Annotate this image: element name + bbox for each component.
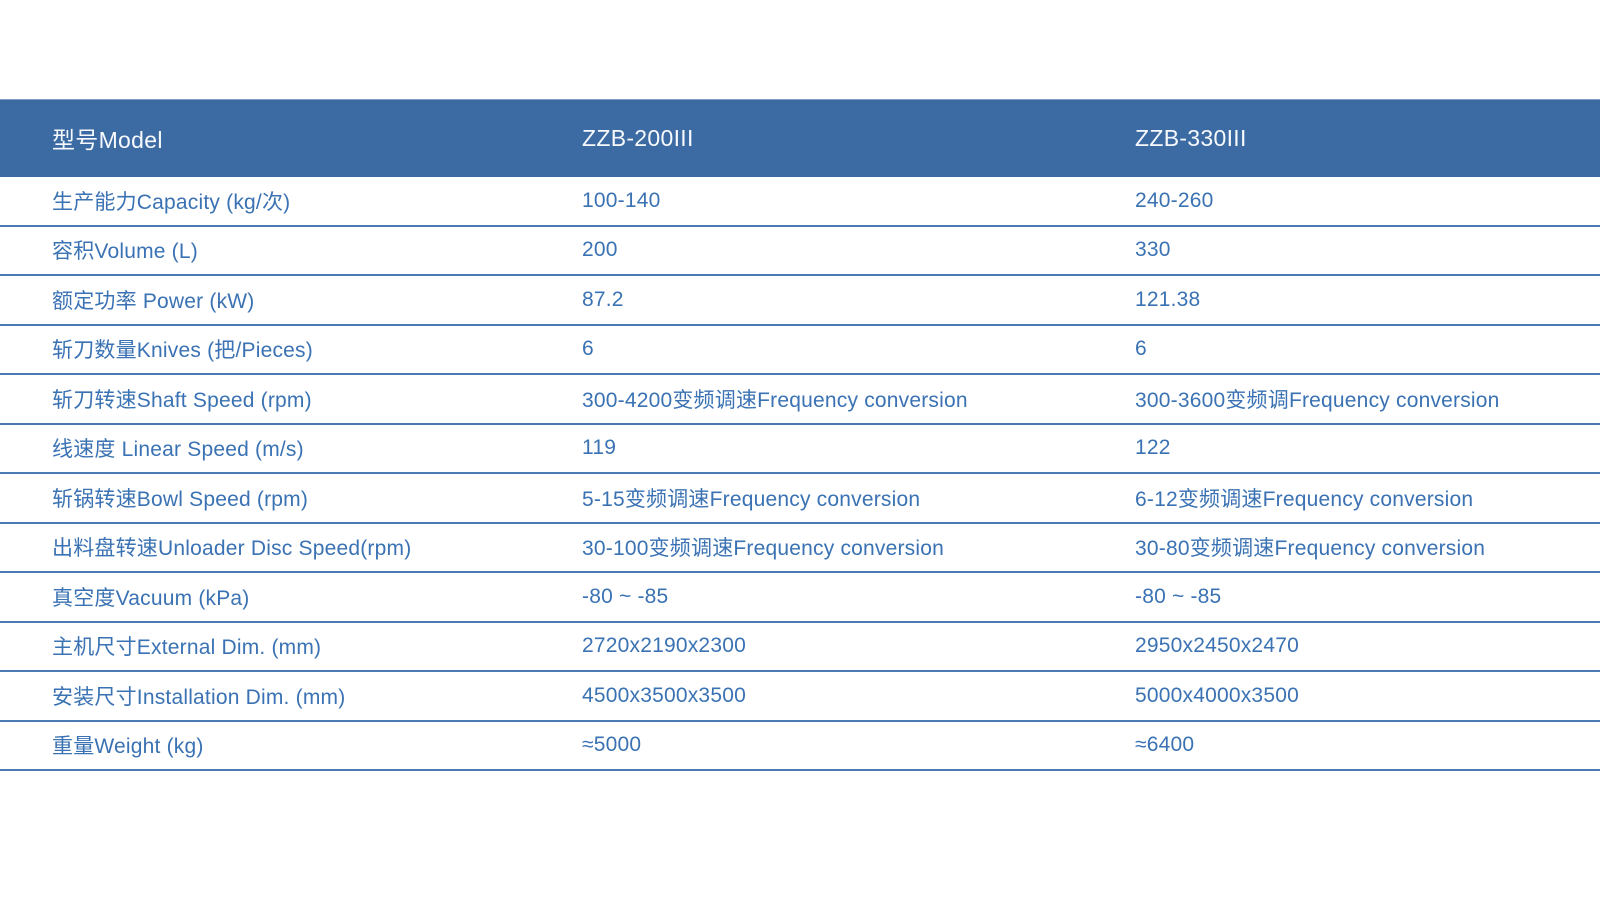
spec-value-zzb330: 2950x2450x2470 — [1135, 634, 1299, 658]
spec-row-shaft-speed: 斩刀转速Shaft Speed (rpm) 300-4200变频调速Freque… — [0, 375, 1600, 425]
spec-label: 线速度 Linear Speed (m/s) — [52, 438, 304, 462]
spec-label: 斩刀数量Knives (把/Pieces) — [52, 339, 313, 363]
spec-label: 斩锅转速Bowl Speed (rpm) — [52, 487, 309, 511]
spec-value-zzb330: 6 — [1135, 337, 1147, 361]
spec-label: 斩刀转速Shaft Speed (rpm) — [52, 388, 312, 412]
spec-value-zzb330: 240-260 — [1135, 188, 1214, 212]
spec-value-zzb330: ≈6400 — [1135, 733, 1195, 757]
spec-label: 生产能力Capacity (kg/次) — [52, 190, 291, 214]
spec-row-linear-speed: 线速度 Linear Speed (m/s) 119 122 — [0, 424, 1600, 474]
spec-value-zzb200: 30-100变频调速Frequency conversion — [582, 537, 944, 561]
spec-row-installation-dimensions: 安装尺寸Installation Dim. (mm) 4500x3500x350… — [0, 672, 1600, 722]
spec-row-volume: 容积Volume (L) 200 330 — [0, 226, 1600, 276]
spec-label: 额定功率 Power (kW) — [52, 289, 255, 313]
spec-label: 出料盘转速Unloader Disc Speed(rpm) — [52, 537, 412, 561]
spec-row-bowl-speed: 斩锅转速Bowl Speed (rpm) 5-15变频调速Frequency c… — [0, 474, 1600, 524]
spec-value-zzb200: ≈5000 — [582, 733, 642, 757]
spec-value-zzb200: 200 — [582, 238, 618, 262]
specification-table: 型号Model ZZB-200III ZZB-330III 生产能力Capaci… — [0, 99, 1600, 771]
spec-value-zzb330: 30-80变频调速Frequency conversion — [1135, 537, 1486, 561]
spec-value-zzb330: 6-12变频调速Frequency conversion — [1135, 487, 1474, 511]
spec-value-zzb200: 87.2 — [582, 287, 624, 311]
spec-value-zzb200: 119 — [582, 436, 617, 460]
zzb330-column-header: ZZB-330III — [1135, 124, 1247, 151]
spec-row-weight: 重量Weight (kg) ≈5000 ≈6400 — [0, 721, 1600, 771]
spec-row-capacity: 生产能力Capacity (kg/次) 100-140 240-260 — [0, 177, 1600, 227]
spec-value-zzb200: 4500x3500x3500 — [582, 683, 746, 707]
spec-value-zzb330: 300-3600变频调Frequency conversion — [1135, 388, 1500, 412]
spec-value-zzb330: -80 ~ -85 — [1135, 584, 1222, 608]
spec-value-zzb200: 2720x2190x2300 — [582, 634, 746, 658]
spec-value-zzb200: 300-4200变频调速Frequency conversion — [582, 388, 968, 412]
spec-row-power: 额定功率 Power (kW) 87.2 121.38 — [0, 276, 1600, 326]
spec-label: 主机尺寸External Dim. (mm) — [52, 636, 322, 660]
spec-value-zzb200: 6 — [582, 337, 594, 361]
table-header-row: 型号Model ZZB-200III ZZB-330III — [0, 99, 1600, 177]
zzb200-column-header: ZZB-200III — [582, 124, 694, 151]
spec-row-knives: 斩刀数量Knives (把/Pieces) 6 6 — [0, 325, 1600, 375]
spec-value-zzb200: 5-15变频调速Frequency conversion — [582, 487, 921, 511]
spec-label: 重量Weight (kg) — [52, 735, 204, 759]
spec-value-zzb330: 122 — [1135, 436, 1171, 460]
spec-value-zzb330: 330 — [1135, 238, 1171, 262]
spec-value-zzb200: -80 ~ -85 — [582, 584, 669, 608]
spec-value-zzb200: 100-140 — [582, 188, 661, 212]
model-column-header: 型号Model — [52, 127, 163, 153]
spec-value-zzb330: 5000x4000x3500 — [1135, 683, 1299, 707]
spec-label: 容积Volume (L) — [52, 240, 198, 264]
spec-label: 真空度Vacuum (kPa) — [52, 586, 250, 610]
spec-row-external-dimensions: 主机尺寸External Dim. (mm) 2720x2190x2300 29… — [0, 622, 1600, 672]
spec-label: 安装尺寸Installation Dim. (mm) — [52, 685, 346, 709]
spec-value-zzb330: 121.38 — [1135, 287, 1201, 311]
spec-row-unloader-disc-speed: 出料盘转速Unloader Disc Speed(rpm) 30-100变频调速… — [0, 523, 1600, 573]
spec-row-vacuum: 真空度Vacuum (kPa) -80 ~ -85 -80 ~ -85 — [0, 573, 1600, 623]
